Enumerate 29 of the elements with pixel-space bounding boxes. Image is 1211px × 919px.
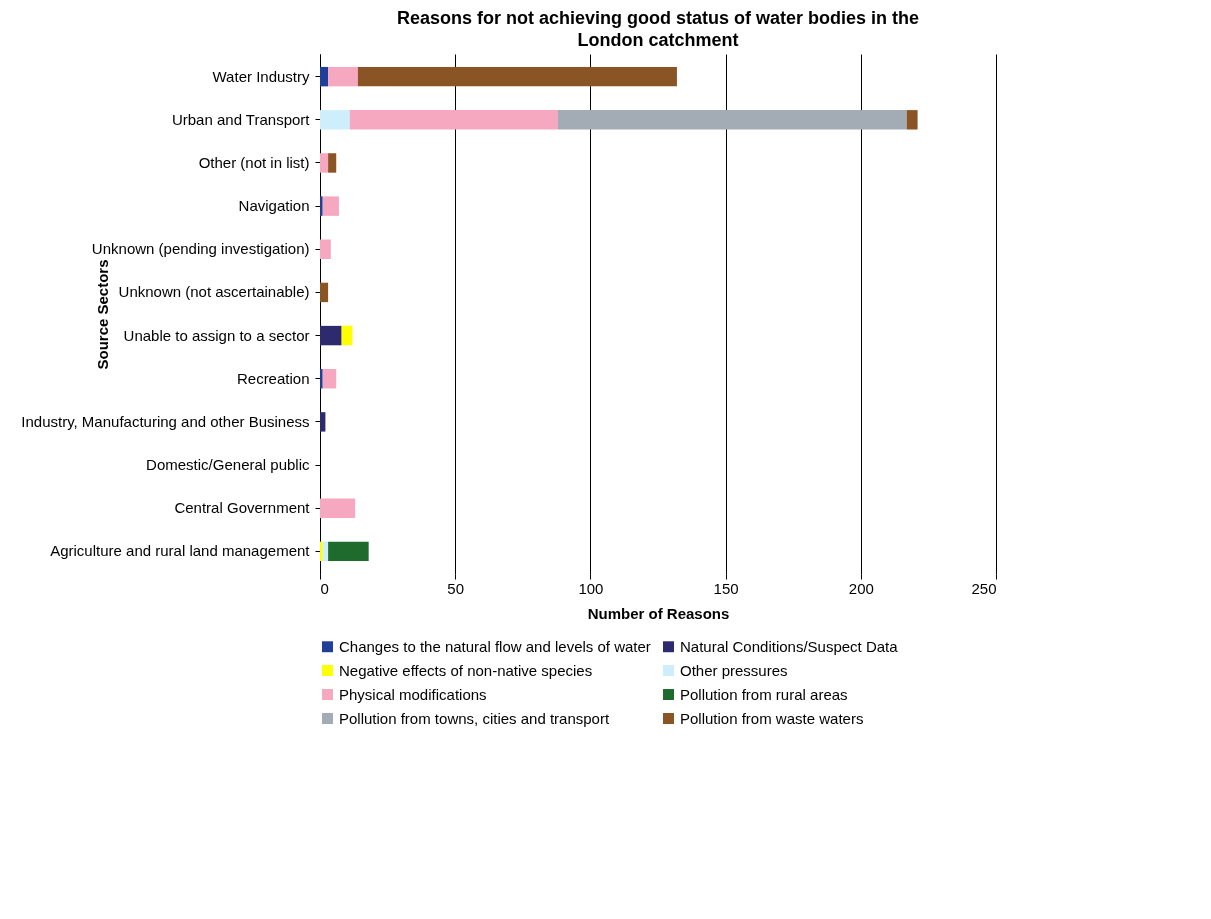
y-tick-label: Navigation: [238, 197, 310, 215]
y-axis-title: Source Sectors: [93, 259, 111, 370]
y-tick-label: Central Government: [174, 499, 311, 517]
y-tick-label: Industry, Manufacturing and other Business: [21, 412, 310, 430]
chart-title: Reasons for not achieving good status of water bodies in the London catchment: [396, 8, 920, 50]
x-tick-label: 250: [971, 579, 997, 597]
legend-label: Pollution from towns, cities and transport: [339, 709, 610, 727]
y-tick-label: Urban and Transport: [171, 110, 311, 128]
x-tick-label: 50: [447, 579, 465, 597]
y-tick-label: Domestic/General public: [146, 456, 310, 474]
y-tick-label: Unknown (not ascertainable): [118, 283, 310, 301]
x-tick-label: 150: [713, 579, 739, 597]
legend-label: Physical modifications: [339, 685, 487, 703]
x-tick-label: 200: [848, 579, 874, 597]
y-tick-label: Unknown (pending investigation): [91, 240, 310, 258]
y-tick-label: Other (not in list): [198, 153, 310, 171]
legend-label: Pollution from waste waters: [680, 709, 864, 727]
x-tick-label: 100: [578, 579, 604, 597]
legend-label: Natural Conditions/Suspect Data: [680, 637, 899, 655]
legend-label: Negative effects of non-native species: [339, 661, 593, 679]
y-tick-label: Recreation: [236, 369, 310, 387]
y-tick-label: Agriculture and rural land management: [50, 542, 311, 560]
x-tick-label: 0: [320, 579, 329, 597]
legend-label: Pollution from rural areas: [680, 685, 848, 703]
y-tick-label: Water Industry: [212, 67, 310, 85]
legend-label: Other pressures: [680, 661, 788, 679]
y-tick-label: Unable to assign to a sector: [123, 326, 310, 344]
legend-label: Changes to the natural flow and levels of water: [339, 637, 651, 655]
x-axis-title: Number of Reasons: [587, 604, 730, 622]
